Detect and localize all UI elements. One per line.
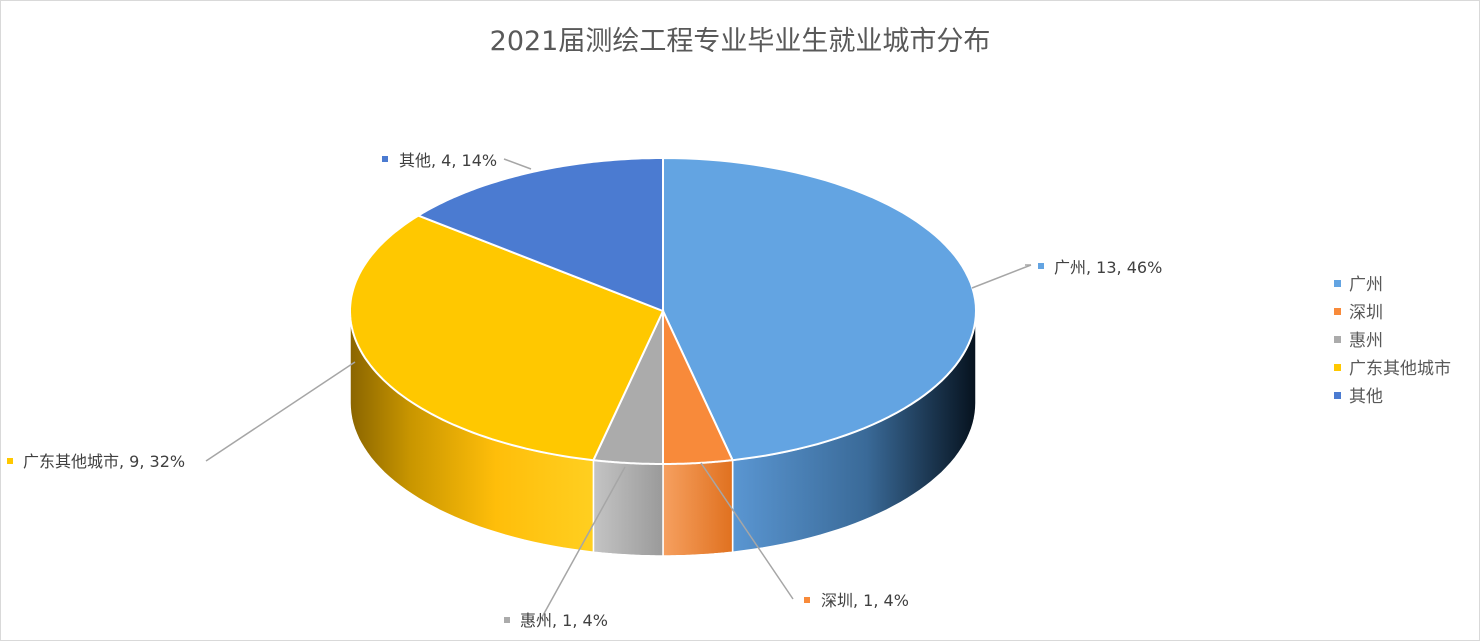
pie-side-深圳 xyxy=(662,459,734,557)
data-label-惠州: 惠州, 1, 4% xyxy=(520,611,608,630)
legend-marker-惠州 xyxy=(1334,336,1341,343)
data-label-marker-广州 xyxy=(1038,263,1044,269)
data-label-marker-深圳 xyxy=(804,597,810,603)
legend-label-其他: 其他 xyxy=(1349,387,1383,407)
leader-line-惠州 xyxy=(540,466,626,620)
pie-slice-其他 xyxy=(416,157,664,313)
data-label-marker-其他 xyxy=(382,156,388,162)
legend-marker-其他 xyxy=(1334,392,1341,399)
chart-title: 2021届测绘工程专业毕业生就业城市分布 xyxy=(489,26,991,57)
data-label-广东其他城市: 广东其他城市, 9, 32% xyxy=(23,452,185,471)
leader-line-广东其他城市 xyxy=(205,361,356,462)
legend-marker-广东其他城市 xyxy=(1334,364,1341,371)
data-label-marker-惠州 xyxy=(504,617,510,623)
legend-label-广州: 广州 xyxy=(1349,275,1383,295)
legend-marker-深圳 xyxy=(1334,308,1341,315)
leader-line-广州 xyxy=(971,264,1032,289)
data-label-其他: 其他, 4, 14% xyxy=(399,151,497,170)
legend-label-深圳: 深圳 xyxy=(1349,303,1383,323)
data-labels: 广州, 13, 46% 深圳, 1, 4% 惠州, 1, 4% 广东其他城市, 9, … xyxy=(7,151,1162,630)
legend-label-广东其他城市: 广东其他城市 xyxy=(1349,359,1451,379)
pie-slice-深圳 xyxy=(662,310,735,465)
data-label-深圳: 深圳, 1, 4% xyxy=(821,591,909,610)
pie-tops xyxy=(349,156,978,465)
pie-side-惠州 xyxy=(592,459,664,557)
data-label-marker-广东其他城市 xyxy=(7,458,13,464)
pie-slice-广州 xyxy=(662,156,978,462)
legend-label-惠州: 惠州 xyxy=(1349,331,1383,351)
leader-line-其他 xyxy=(503,158,532,170)
label-leaders xyxy=(205,158,1032,620)
leader-line-深圳 xyxy=(700,462,794,600)
data-label-广州: 广州, 13, 46% xyxy=(1054,258,1162,277)
legend-marker-广州 xyxy=(1334,280,1341,287)
pie-slice-广东其他城市 xyxy=(349,214,665,462)
